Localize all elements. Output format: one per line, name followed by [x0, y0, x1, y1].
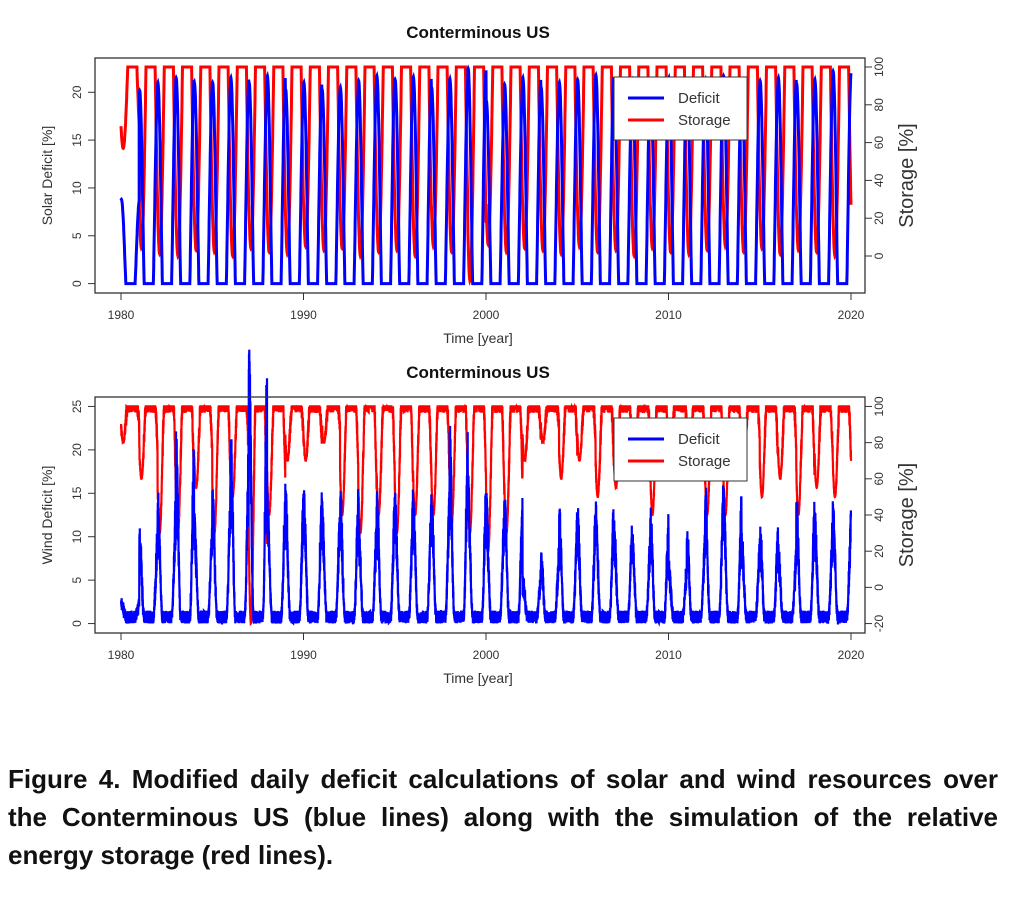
y-right-tick-label: 100 [872, 396, 886, 416]
legend-label-deficit: Deficit [678, 90, 721, 107]
y-axis-label: Solar Deficit [%] [39, 126, 55, 226]
deficit-series-line [119, 64, 853, 286]
legend-box [613, 417, 748, 482]
figure-caption: Figure 4. Modified daily deficit calcula… [8, 764, 998, 870]
y-tick-label: 0 [70, 280, 84, 287]
legend-label-storage: Storage [678, 112, 731, 129]
y-right-tick-label: 40 [872, 508, 886, 522]
y-right-axis-label: Storage [%] [896, 463, 918, 568]
x-axis-label: Time [year] [443, 330, 513, 346]
y-tick-label: 20 [70, 443, 84, 457]
x-tick-label: 2000 [473, 308, 500, 322]
y-tick-label: 10 [70, 530, 84, 544]
y-tick-label: 0 [70, 620, 84, 627]
y-tick-label: 5 [70, 232, 84, 239]
x-tick-label: 2000 [473, 648, 500, 662]
x-tick-label: 2020 [838, 308, 865, 322]
y-tick-label: 15 [70, 133, 84, 147]
chart-title: Conterminous US [406, 23, 550, 42]
x-tick-label: 1990 [290, 648, 317, 662]
deficit-series-line [119, 349, 853, 627]
y-right-axis-label: Storage [%] [896, 123, 918, 228]
y-right-tick-label: -20 [872, 615, 886, 633]
y-axis-label: Wind Deficit [%] [39, 466, 55, 565]
y-right-tick-label: 40 [872, 173, 886, 187]
y-tick-label: 10 [70, 181, 84, 195]
legend: Deficit Storage [613, 417, 748, 482]
chart-title: Conterminous US [406, 363, 550, 382]
legend-label-storage: Storage [678, 453, 731, 470]
x-tick-label: 2010 [655, 648, 682, 662]
y-right-tick-label: 80 [872, 436, 886, 450]
y-tick-label: 15 [70, 486, 84, 500]
y-right-tick-label: 20 [872, 544, 886, 558]
x-tick-label: 1980 [108, 648, 135, 662]
y-right-tick-label: 80 [872, 98, 886, 112]
y-tick-label: 5 [70, 576, 84, 583]
y-right-tick-label: 0 [872, 584, 886, 591]
y-right-tick-label: 100 [872, 57, 886, 77]
y-right-tick-label: 20 [872, 211, 886, 225]
legend: Deficit Storage [613, 76, 748, 141]
y-right-tick-label: 60 [872, 472, 886, 486]
x-axis-label: Time [year] [443, 670, 513, 686]
legend-box [613, 76, 748, 141]
y-tick-label: 20 [70, 85, 84, 99]
x-tick-label: 2010 [655, 308, 682, 322]
legend-label-deficit: Deficit [678, 431, 721, 448]
x-tick-label: 1980 [108, 308, 135, 322]
y-tick-label: 25 [70, 399, 84, 413]
x-tick-label: 2020 [838, 648, 865, 662]
y-right-tick-label: 60 [872, 136, 886, 150]
y-right-tick-label: 0 [872, 252, 886, 259]
x-tick-label: 1990 [290, 308, 317, 322]
